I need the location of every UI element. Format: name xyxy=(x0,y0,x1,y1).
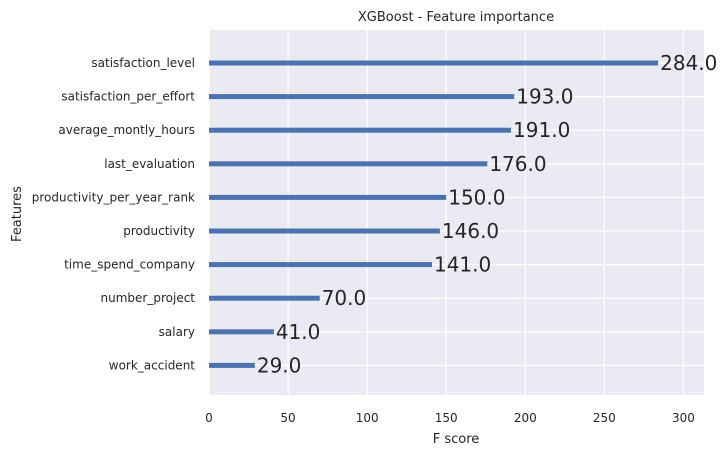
y-tick-label-time_spend_company: time_spend_company xyxy=(64,258,195,272)
y-tick-label-satisfaction_per_effort: satisfaction_per_effort xyxy=(61,90,195,104)
bar-satisfaction_level xyxy=(209,60,659,66)
x-tick-label: 100 xyxy=(356,411,379,425)
data-label-satisfaction_level: 284.0 xyxy=(660,51,717,75)
y-axis-label: Features xyxy=(10,186,25,242)
y-tick-label-productivity: productivity xyxy=(123,224,195,238)
bar-satisfaction_per_effort xyxy=(209,94,515,100)
bar-work_accident xyxy=(209,362,255,368)
y-tick-label-last_evaluation: last_evaluation xyxy=(104,157,195,171)
data-label-average_montly_hours: 191.0 xyxy=(513,118,570,142)
data-labels: 284.0 193.0 191.0 176.0 150.0 146.0 141.0 70.04… xyxy=(257,51,718,377)
x-axis-label: F score xyxy=(433,432,480,447)
x-tick-label: 0 xyxy=(205,411,213,425)
bar-average_montly_hours xyxy=(209,127,512,133)
x-tick-labels: 0 50 100 150 200 250 300 xyxy=(205,411,695,425)
y-tick-label-work_accident: work_accident xyxy=(109,358,196,372)
data-label-last_evaluation: 176.0 xyxy=(489,152,546,176)
bars xyxy=(209,60,659,368)
bar-productivity_per_year_rank xyxy=(209,194,447,200)
bar-time_spend_company xyxy=(209,262,432,268)
data-label-salary: 41.0 xyxy=(276,320,321,344)
plot-area xyxy=(209,30,704,395)
y-tick-label-number_project: number_project xyxy=(101,291,196,305)
data-label-time_spend_company: 141.0 xyxy=(434,253,491,277)
x-tick-label: 150 xyxy=(435,411,458,425)
x-tick-label: 250 xyxy=(593,411,616,425)
y-tick-label-average_montly_hours: average_montly_hours xyxy=(58,123,195,137)
chart-title: XGBoost - Feature importance xyxy=(358,10,554,25)
y-tick-label-satisfaction_level: satisfaction_level xyxy=(91,56,195,70)
bar-salary xyxy=(209,329,274,335)
x-tick-label: 300 xyxy=(672,411,695,425)
data-label-satisfaction_per_effort: 193.0 xyxy=(516,85,573,109)
x-tick-label: 50 xyxy=(280,411,295,425)
bar-productivity xyxy=(209,228,440,234)
data-label-work_accident: 29.0 xyxy=(257,353,302,377)
data-label-number_project: 70.0 xyxy=(322,286,367,310)
bar-last_evaluation xyxy=(209,161,488,167)
x-tick-label: 200 xyxy=(514,411,537,425)
bar-number_project xyxy=(209,295,320,301)
y-tick-labels: satisfaction_level satisfaction_per_effor… xyxy=(32,56,196,372)
data-label-productivity_per_year_rank: 150.0 xyxy=(448,185,505,209)
y-tick-label-productivity_per_year_rank: productivity_per_year_rank xyxy=(32,190,195,204)
y-tick-label-salary: salary xyxy=(159,325,195,339)
data-label-productivity: 146.0 xyxy=(442,219,499,243)
